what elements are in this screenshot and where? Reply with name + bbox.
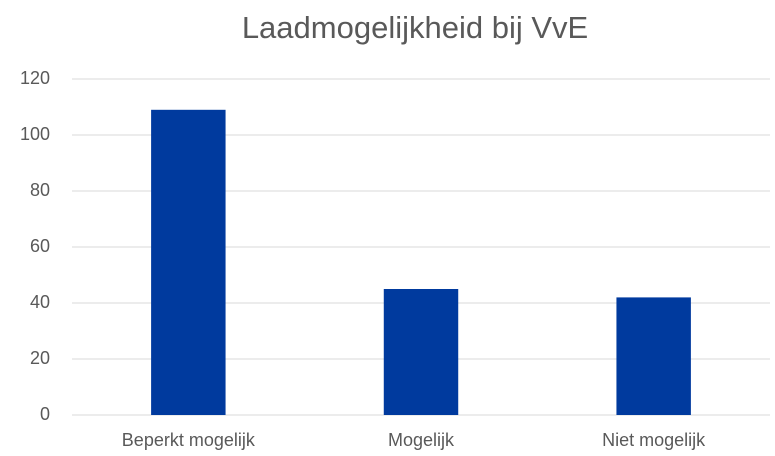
y-tick-label: 100 bbox=[20, 124, 50, 144]
x-tick-label: Mogelijk bbox=[388, 430, 455, 450]
x-tick-label: Niet mogelijk bbox=[602, 430, 706, 450]
y-tick-label: 60 bbox=[30, 236, 50, 256]
y-tick-label: 40 bbox=[30, 292, 50, 312]
x-tick-label: Beperkt mogelijk bbox=[122, 430, 256, 450]
y-tick-label: 0 bbox=[40, 404, 50, 424]
chart-title: Laadmogelijkheid bij VvE bbox=[242, 10, 588, 45]
y-tick-label: 20 bbox=[30, 348, 50, 368]
y-tick-label: 80 bbox=[30, 180, 50, 200]
bar bbox=[616, 297, 691, 415]
y-tick-label: 120 bbox=[20, 68, 50, 88]
bar bbox=[151, 109, 226, 416]
bar bbox=[383, 289, 459, 415]
